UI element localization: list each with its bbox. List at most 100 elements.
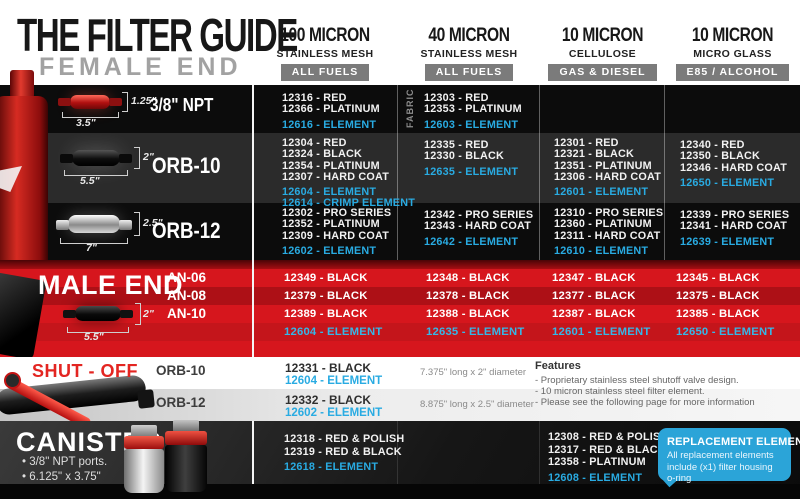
part-number: 12358 - PLATINUM	[548, 456, 646, 468]
dim-length-label: 7"	[86, 242, 97, 254]
part-number: 12319 - RED & BLACK	[284, 445, 402, 458]
dim-line-length	[67, 327, 129, 333]
dim-line-height	[122, 92, 128, 112]
male-row-an08	[0, 287, 800, 305]
part-number: 12345 - BLACK	[676, 272, 760, 284]
element-part-number: 12635 - ELEMENT	[426, 326, 525, 338]
element-part-number: 12601 - ELEMENT	[554, 186, 649, 199]
element-part-number: 12602 - ELEMENT	[282, 244, 377, 257]
part-number: 12332 - BLACK	[285, 393, 372, 407]
column-header-10-micron-cellulose: 10 MICRON CELLULOSE GAS & DIESEL	[540, 25, 665, 81]
element-part-number: 12604 - ELEMENT	[284, 326, 383, 338]
part-number: 12340 - RED	[680, 139, 745, 151]
dim-line-length	[62, 112, 119, 118]
part-number: 12303 - RED	[424, 92, 489, 104]
part-number: 12379 - BLACK	[284, 290, 368, 302]
element-part-number: 12604 - ELEMENT	[285, 375, 383, 387]
feature-item: - Please see the following page for more…	[535, 397, 755, 408]
section-female-end-label: FEMALE END	[39, 53, 242, 81]
part-number: 12339 - PRO SERIES	[680, 209, 790, 221]
fabric-note: FABRIC	[405, 88, 415, 129]
element-part-number: 12604 - ELEMENT	[282, 186, 377, 199]
shutoff-orb12-size: 8.875" long x 2.5" diameter	[420, 399, 534, 410]
canister-bullet: • 3/8" NPT ports.	[22, 456, 108, 468]
row-label-an06: AN-06	[167, 270, 207, 285]
row-label-orb10: ORB-10	[152, 153, 221, 178]
bottom-bar	[0, 484, 800, 499]
row-label-an08: AN-08	[167, 288, 207, 303]
element-part-number: 12642 - ELEMENT	[424, 235, 519, 248]
column-micron: 10 MICRON	[691, 25, 774, 46]
part-number: 12330 - BLACK	[424, 150, 505, 163]
cell-shutoff-orb12: 12332 - BLACK 12602 - ELEMENT	[285, 394, 382, 420]
part-number: 12317 - RED & BLACK	[548, 443, 666, 456]
divider-col1-col2-canister	[397, 421, 398, 484]
element-part-number: 12618 - ELEMENT	[284, 461, 379, 473]
cell-orb10-microglass: 12340 - RED 12350 - BLACK 12346 - HARD C…	[680, 139, 787, 189]
features-title: Features	[535, 360, 581, 372]
part-number: 12310 - PRO SERIES	[554, 207, 664, 219]
element-part-number: 12650 - ELEMENT	[676, 326, 775, 338]
part-number: 12354 - PLATINUM	[282, 159, 380, 172]
male-end-top-strip	[0, 260, 800, 269]
row-label-orb12: ORB-12	[152, 218, 221, 243]
part-number: 12348 - BLACK	[426, 272, 510, 284]
cell-orb12-cellulose: 12310 - PRO SERIES 12360 - PLATINUM 1231…	[554, 207, 664, 257]
part-number: 12301 - RED	[554, 137, 619, 149]
part-number: 12377 - BLACK	[552, 290, 636, 302]
part-number: 12335 - RED	[424, 139, 489, 151]
divider-left-column-canister	[252, 421, 254, 484]
element-part-number: 12635 - ELEMENT	[424, 165, 519, 178]
cell-shutoff-orb10: 12331 - BLACK 12604 - ELEMENT	[285, 362, 382, 388]
divider-col3-col4	[664, 85, 665, 260]
cell-canister-cellulose: 12308 - RED & POLISH 12317 - RED & BLACK…	[548, 431, 668, 484]
dim-length-label: 3.5"	[76, 117, 96, 129]
cell-orb12-microglass: 12339 - PRO SERIES 12341 - HARD COAT 126…	[680, 209, 790, 248]
dim-height-label: 1.25"	[131, 95, 157, 107]
column-media: CELLULOSE	[568, 48, 637, 60]
dim-line-height	[134, 212, 140, 236]
part-number: 12351 - PLATINUM	[554, 159, 652, 172]
column-micron: 100 MICRON	[280, 25, 370, 46]
shutoff-title: SHUT - OFF	[32, 361, 138, 381]
part-number: 12341 - HARD COAT	[680, 220, 787, 233]
fuel-badge: ALL FUELS	[280, 64, 370, 81]
features-block: Features - Proprietary stainless steel s…	[535, 360, 755, 408]
cell-orb12-40micron: 12342 - PRO SERIES 12343 - HARD COAT 126…	[424, 209, 534, 248]
dim-length-label: 5.5"	[80, 175, 100, 187]
part-number: 12306 - HARD COAT	[554, 170, 661, 183]
fuel-badge: ALL FUELS	[424, 64, 514, 81]
column-micron: 10 MICRON	[561, 25, 644, 46]
part-number: 12331 - BLACK	[285, 361, 372, 375]
part-number: 12375 - BLACK	[676, 290, 760, 302]
cell-orb10-40micron: 12335 - RED 12330 - BLACK 12635 - ELEMEN…	[424, 139, 519, 178]
shutoff-orb10-size: 7.375" long x 2" diameter	[420, 367, 527, 378]
part-number: 12321 - BLACK	[554, 148, 635, 161]
cell-orb12-100micron: 12302 - PRO SERIES 12352 - PLATINUM 1230…	[282, 207, 391, 257]
part-number: 12342 - PRO SERIES	[424, 209, 534, 221]
dim-length-label: 5.5"	[84, 331, 104, 343]
part-number: 12360 - PLATINUM	[554, 218, 652, 231]
fuel-badge: E85 / ALCOHOL	[675, 64, 790, 81]
element-part-number: 12639 - ELEMENT	[680, 235, 775, 248]
part-number: 12388 - BLACK	[426, 308, 510, 320]
dim-height-label: 2"	[143, 151, 154, 163]
male-end-bottom-strip	[0, 341, 800, 357]
part-number: 12349 - BLACK	[284, 272, 368, 284]
element-part-number: 12614 - CRIMP ELEMENT	[282, 197, 415, 210]
column-header-100-micron: 100 MICRON STAINLESS MESH ALL FUELS	[252, 25, 398, 81]
element-part-number: 12610 - ELEMENT	[554, 244, 649, 257]
element-part-number: 12650 - ELEMENT	[680, 176, 775, 189]
element-part-number: 12616 - ELEMENT	[282, 118, 377, 131]
column-media: STAINLESS MESH	[276, 48, 374, 60]
part-number: 12385 - BLACK	[676, 308, 760, 320]
male-row-an10	[0, 305, 800, 323]
divider-col2-col3-canister	[539, 421, 540, 484]
dim-line-length	[64, 170, 128, 176]
fuel-badge: GAS & DIESEL	[548, 64, 657, 81]
cell-orb10-100micron: 12304 - RED 12324 - BLACK 12354 - PLATIN…	[282, 137, 415, 210]
element-part-number: 12603 - ELEMENT	[424, 118, 519, 131]
canister-bullet: • 6.125" x 3.75"	[22, 471, 101, 483]
male-row-an06	[0, 269, 800, 287]
